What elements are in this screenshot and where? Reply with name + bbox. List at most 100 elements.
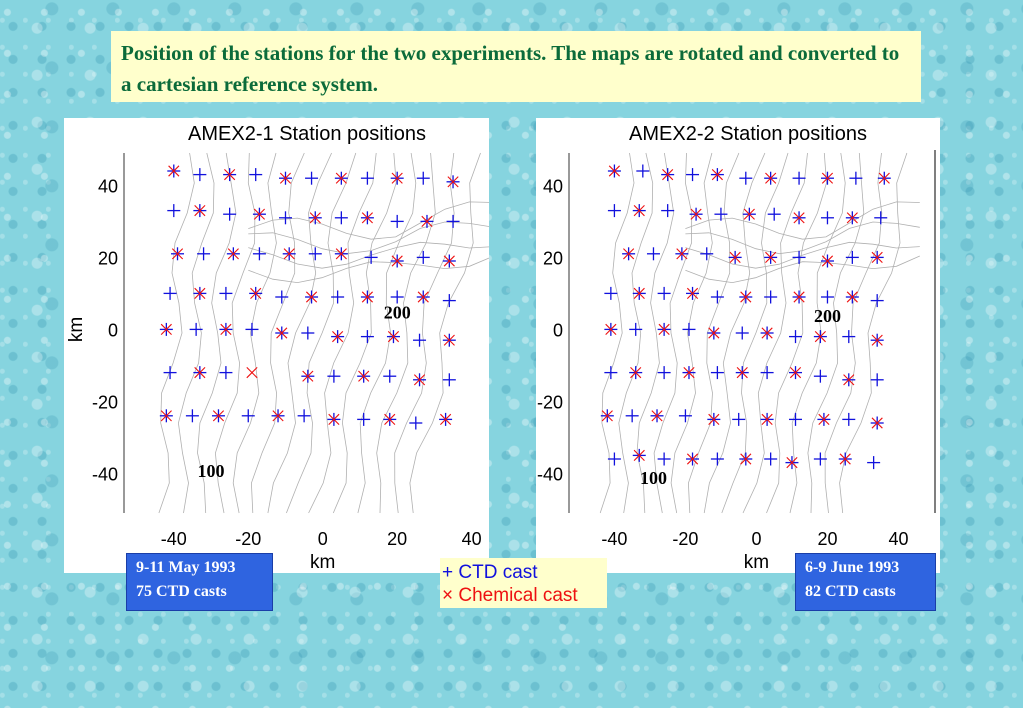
station-marker [159,409,173,423]
y-tick-label: 20 [98,248,118,268]
y-tick-label: 40 [98,176,118,196]
station-marker [297,409,311,423]
station-marker [305,171,319,185]
station-marker [710,452,724,466]
amex2-1-date: 9-11 May 1993 [136,559,236,576]
station-marker [870,416,884,430]
station-marker [632,448,646,462]
y-tick-label: -40 [92,464,118,484]
y-tick-label: -40 [537,464,563,484]
station-marker [275,326,289,340]
y-axis-label: km [66,317,87,342]
station-marker [167,204,181,218]
station-marker [360,290,374,304]
contour-line [232,152,277,514]
station-marker [301,369,315,383]
station-marker [657,286,671,300]
station-marker [604,322,618,336]
station-marker [707,326,721,340]
station-marker [789,412,803,426]
station-marker [331,330,345,344]
contour-line [214,152,256,514]
station-marker [760,366,774,380]
station-marker [636,164,650,178]
station-marker [334,171,348,185]
station-marker [197,247,211,261]
station-marker [842,373,856,387]
amex2-2-info-box: 6-9 June 1993 82 CTD casts [795,553,936,611]
bathymetry-contours [158,152,489,514]
x-tick-label: -20 [235,529,261,549]
station-marker [442,254,456,268]
contour-line [308,152,377,514]
contour-line [685,201,920,240]
station-marker [246,367,258,379]
chart-title: AMEX2-2 Station positions [629,123,867,145]
station-marker [308,247,322,261]
station-marker [657,366,671,380]
station-marker [789,330,803,344]
station-marker [219,286,233,300]
station-marker [357,369,371,383]
station-marker [308,211,322,225]
station-marker [185,409,199,423]
station-marker [413,373,427,387]
station-marker [241,409,255,423]
y-tick-label: 0 [108,320,118,340]
legend: + CTD cast × Chemical cast [440,558,607,608]
plus-icon: + [442,562,454,583]
station-marker [193,286,207,300]
station-marker [193,168,207,182]
station-marker [735,326,749,340]
station-marker [764,171,778,185]
station-marker [760,326,774,340]
station-marker [327,412,341,426]
station-marker [650,409,664,423]
contour-line [599,152,635,514]
contour-line [286,152,357,514]
station-marker [767,207,781,221]
station-marker [785,456,799,470]
contour-depth-label: 200 [814,306,841,326]
station-marker [820,254,834,268]
station-marker [420,214,434,228]
contour-line [670,152,713,514]
station-marker [607,204,621,218]
bathymetry-contours [599,152,920,514]
station-marker [245,322,259,336]
station-marker [874,211,888,225]
station-marker [625,409,639,423]
station-marker [870,333,884,347]
amex2-2-scatter-plot: AMEX2-2 Station positions40200-20-40-40-… [537,123,936,573]
station-marker [193,366,207,380]
contour-line [703,152,766,514]
station-marker [686,452,700,466]
amex2-2-chart-panel: AMEX2-2 Station positions 40 20 0 -20 -40 -40-… [536,118,940,573]
station-marker [789,366,803,380]
station-marker [331,290,345,304]
station-marker [301,326,315,340]
station-marker [163,366,177,380]
contour-line [177,152,215,514]
contour-line [807,152,865,514]
station-marker [252,247,266,261]
legend-chem-label: Chemical cast [458,585,578,606]
x-tick-label: 20 [387,529,407,549]
station-marker [845,211,859,225]
station-marker [416,250,430,264]
station-marker [817,412,831,426]
station-marker [739,452,753,466]
chart-title: AMEX2-1 Station positions [188,123,426,145]
x-tick-label: 40 [462,529,482,549]
contour-line [742,152,808,514]
station-marker [792,290,806,304]
station-marker [604,366,618,380]
station-marker [305,290,319,304]
station-marker [682,322,696,336]
station-marker [657,452,671,466]
station-marker [271,409,285,423]
station-marker [657,322,671,336]
station-marker [735,366,749,380]
station-marker [278,171,292,185]
station-marker [629,322,643,336]
